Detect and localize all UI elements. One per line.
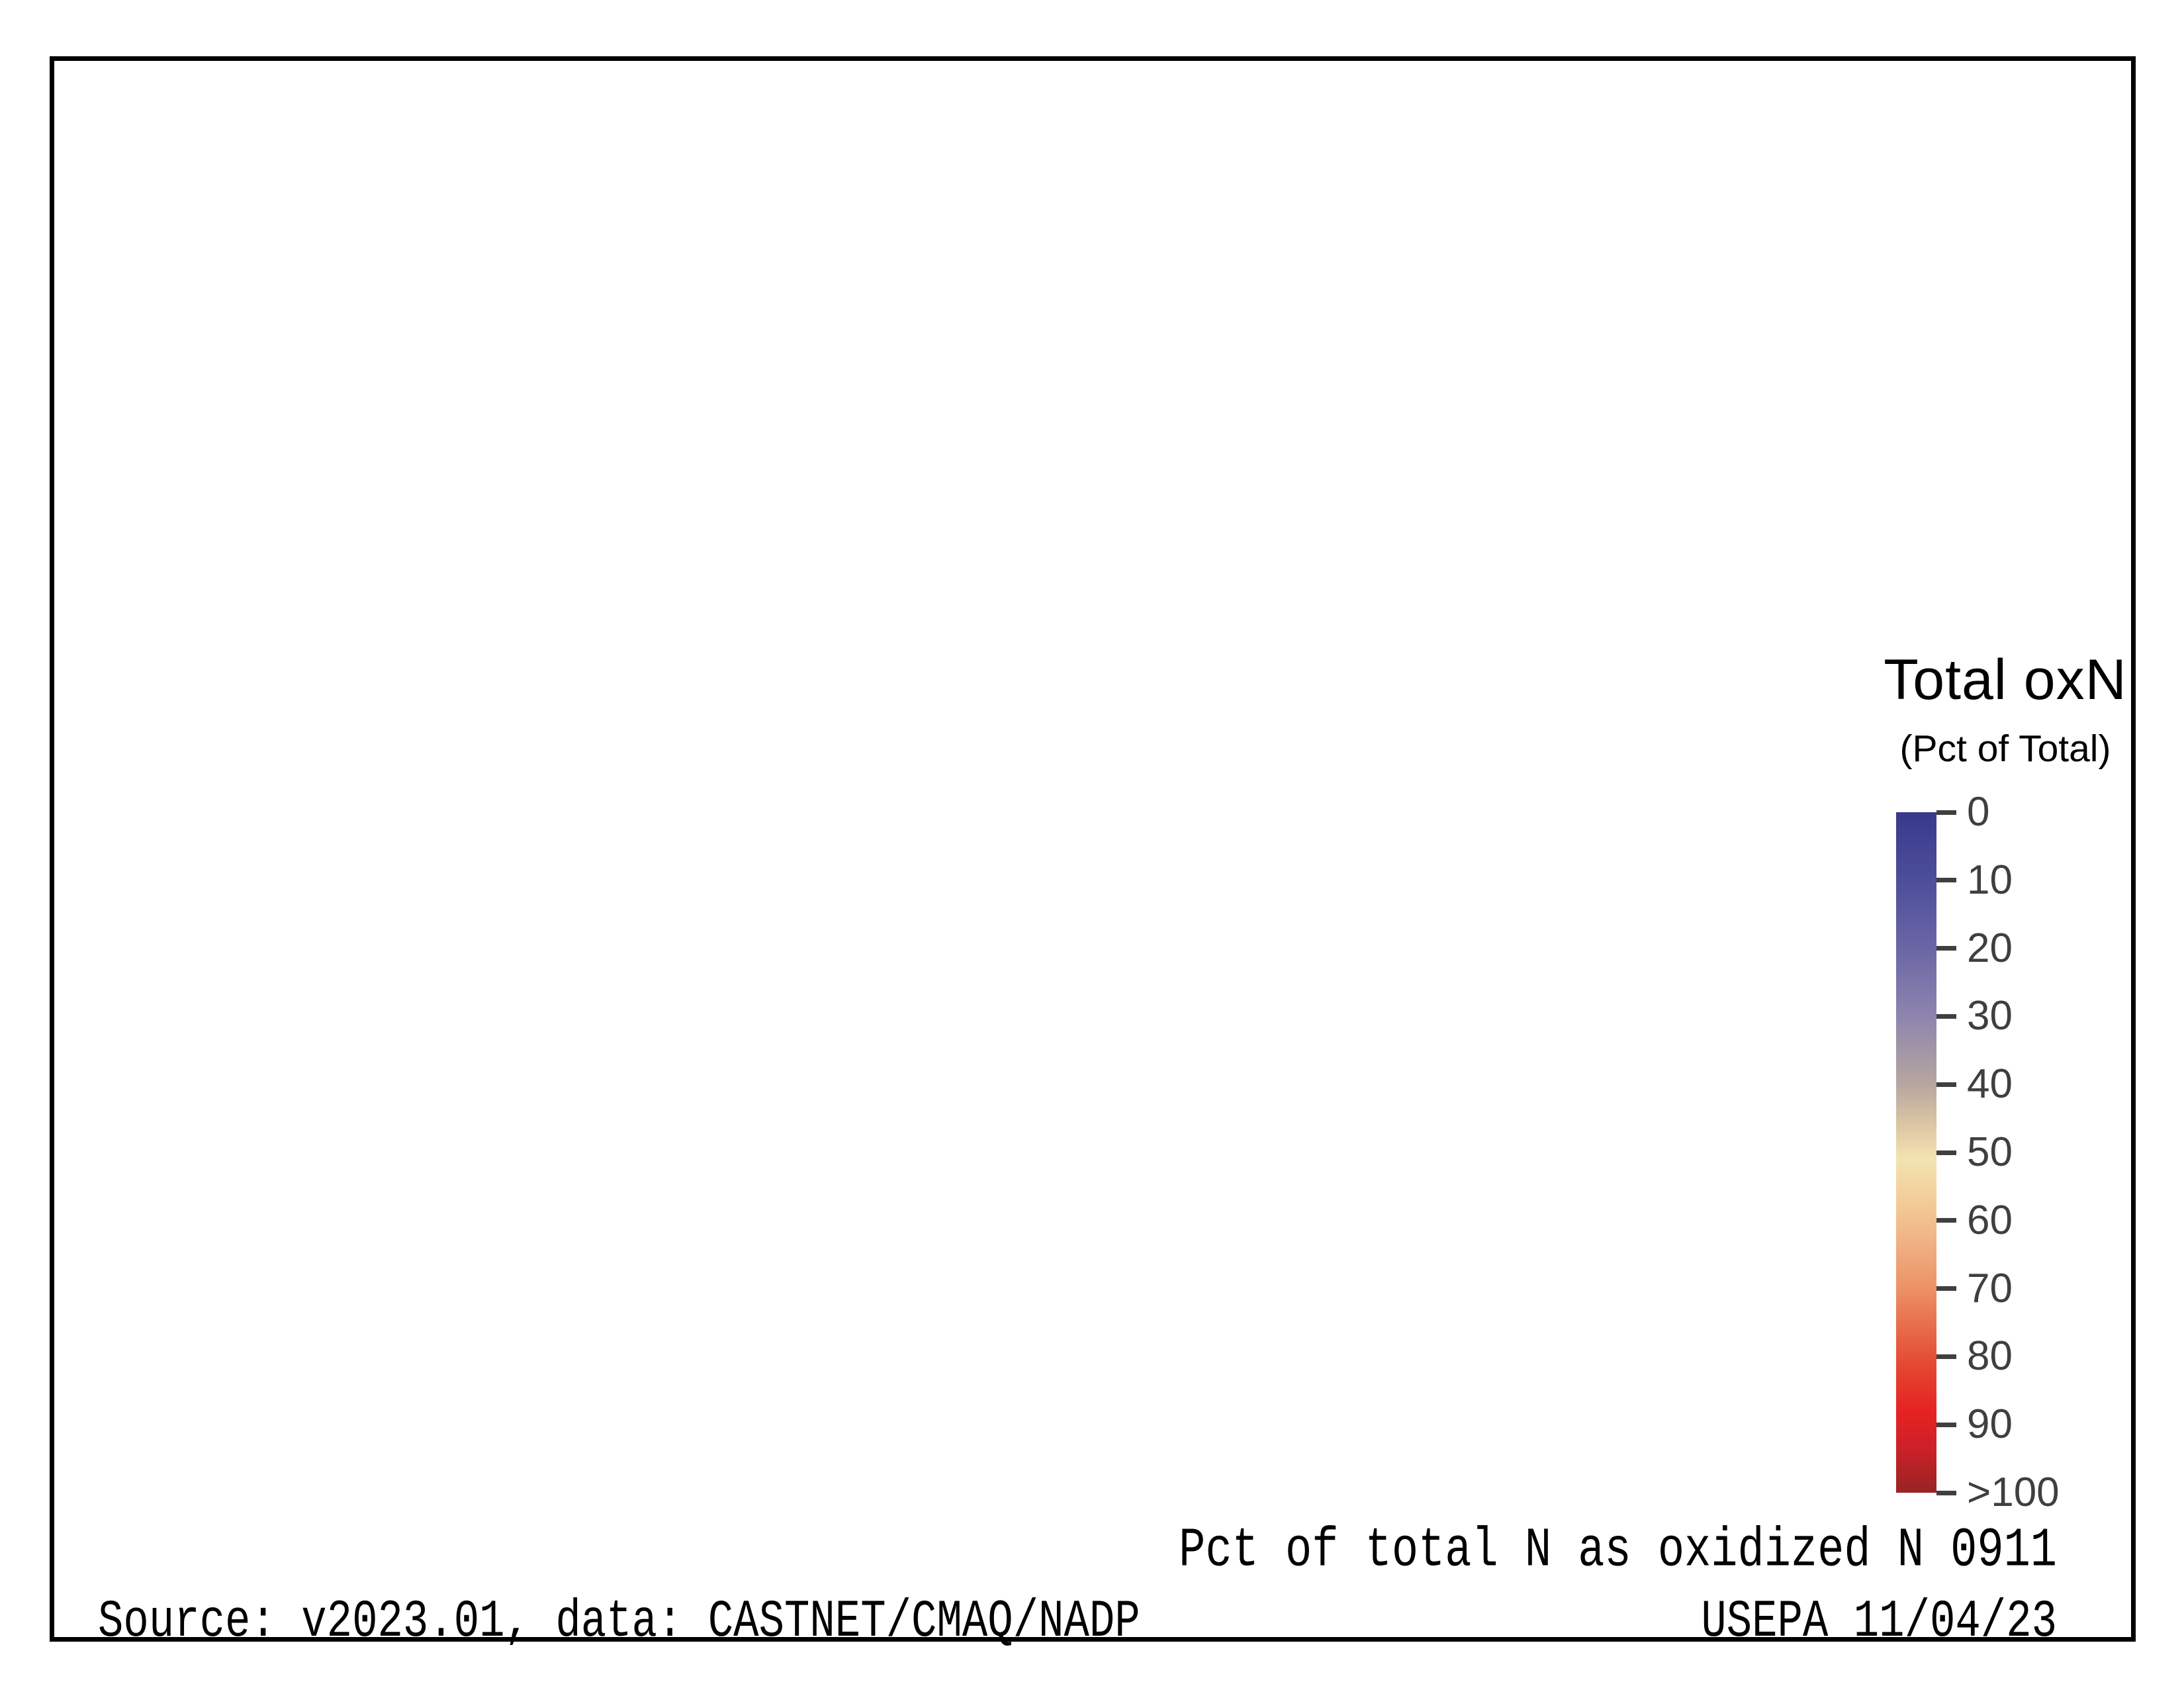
legend-tick-mark — [1936, 1490, 1956, 1495]
plot-frame — [50, 56, 2136, 1642]
legend-tick-mark — [1936, 1082, 1956, 1087]
legend-tick-mark — [1936, 1013, 1956, 1019]
caption-agency-date: USEPA 11/04/23 — [1701, 1593, 2057, 1652]
legend-title: Total oxN — [1884, 648, 2127, 712]
legend-tick-mark — [1936, 810, 1956, 815]
legend-tick-mark — [1936, 878, 1956, 883]
legend-tick-mark — [1936, 946, 1956, 951]
legend-tick-mark — [1936, 1354, 1956, 1359]
legend-tick-mark — [1936, 1150, 1956, 1155]
legend-colorbar — [1896, 812, 1936, 1493]
legend-tick-mark — [1936, 1422, 1956, 1427]
caption-map-label: Pct of total N as oxidized N 0911 — [1179, 1519, 2057, 1583]
legend-tick-mark — [1936, 1286, 1956, 1291]
legend-subtitle: (Pct of Total) — [1899, 727, 2111, 770]
legend-tick-mark — [1936, 1218, 1956, 1223]
caption-source: Source: v2023.01, data: CASTNET/CMAQ/NAD… — [98, 1593, 1140, 1652]
